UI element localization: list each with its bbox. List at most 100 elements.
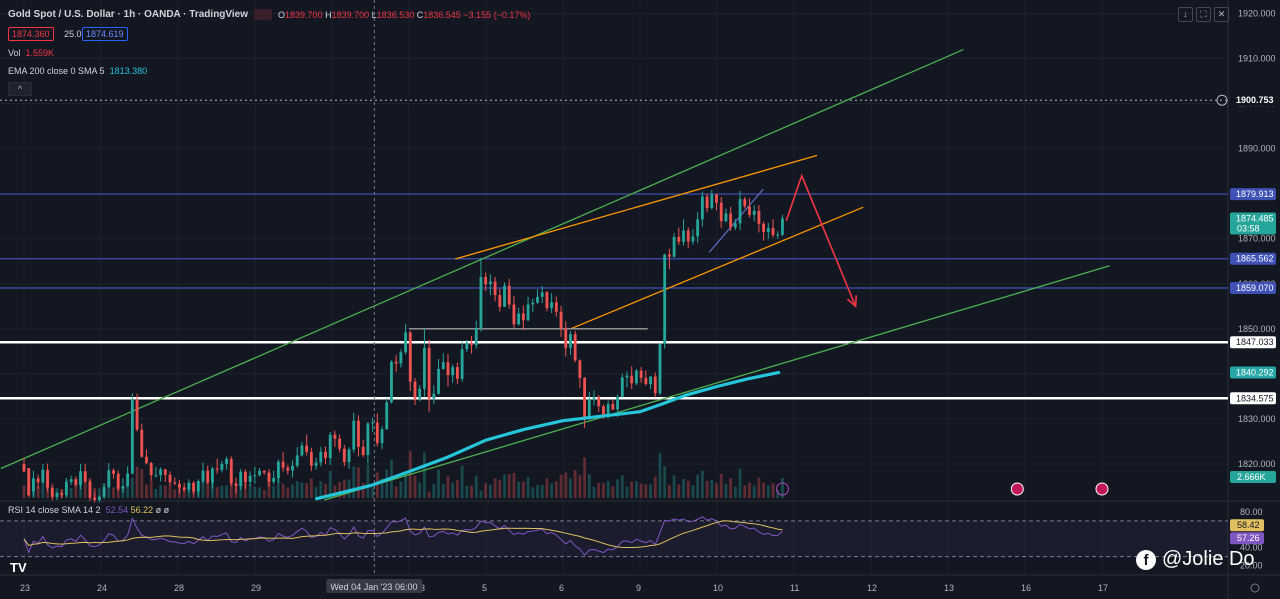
candle [357, 415, 360, 457]
candle [682, 219, 685, 246]
sell-price-button[interactable]: 1874.360 [8, 27, 54, 41]
candle-body [309, 451, 313, 466]
volume-bar [404, 473, 407, 498]
volume-bar [521, 481, 525, 498]
buy-price-button[interactable]: 1874.619 [82, 27, 128, 41]
candle [286, 464, 290, 475]
candle [32, 470, 35, 497]
volume-bar [324, 483, 327, 498]
candle [154, 467, 158, 478]
price-tick-label: 1850.000 [1238, 324, 1276, 334]
candle [267, 468, 271, 487]
volume-bar [526, 477, 530, 498]
candle-body [493, 281, 497, 296]
economic-event-icon [1010, 482, 1024, 496]
candle [178, 479, 181, 494]
watermark: f @Jolie Do [1136, 548, 1255, 571]
volume-bar [262, 489, 266, 498]
tradingview-logo[interactable]: TV [10, 560, 27, 575]
candle-body [437, 368, 440, 394]
volume-bar [112, 487, 115, 498]
candle-body [446, 362, 450, 376]
candle [36, 474, 40, 489]
price-tag-bg [1230, 281, 1276, 294]
volume-bar [729, 478, 733, 498]
ema-legend[interactable]: EMA 200 close 0 SMA 5 1813.380 [8, 66, 148, 76]
candle [239, 468, 243, 491]
candle-body [262, 470, 266, 473]
candle-body [187, 482, 191, 490]
candle [625, 371, 629, 388]
volume-bar [569, 478, 572, 498]
candle [724, 208, 728, 223]
time-tick-label: 6 [559, 583, 564, 593]
candle [540, 286, 544, 304]
volume-bar [578, 475, 582, 498]
volume-bar [625, 486, 629, 498]
volume-bar [507, 474, 511, 498]
candle-body [32, 478, 35, 492]
candle [225, 456, 228, 470]
volume-bar [653, 476, 657, 498]
candle [451, 364, 455, 383]
candle [163, 468, 167, 482]
ohlc-values: O1839.700 H1839.700 L1836.530 C1836.545 … [278, 9, 531, 20]
price-tag-countdown: 03:58 [1237, 224, 1260, 234]
candle [677, 227, 681, 246]
volume-bar [352, 466, 356, 498]
symbol-title[interactable]: Gold Spot / U.S. Dollar · 1h · OANDA · T… [8, 9, 249, 20]
collapse-legend-button[interactable]: ^ [8, 82, 32, 96]
price-tag-alert: 1900.753 [1230, 94, 1276, 107]
candle [611, 399, 615, 411]
candle-body [705, 196, 709, 209]
price-tag-text: 1874.485 [1236, 214, 1274, 224]
rsi-legend[interactable]: RSI 14 close SMA 14 2 52.54 56.22 ø ø [8, 505, 170, 515]
candle-body [634, 370, 638, 384]
candle-body [592, 397, 596, 400]
price-tag-ema: 1840.292 [1230, 366, 1276, 379]
gear-icon [1250, 583, 1260, 593]
rsi-tag-text: 57.26 [1237, 533, 1260, 543]
volume-bar [531, 487, 535, 498]
trend-line-orange-lower [570, 206, 864, 330]
candle [484, 272, 488, 291]
volume-bar [630, 481, 634, 498]
time-tick-label: 16 [1021, 583, 1031, 593]
candle [733, 218, 737, 231]
candle [291, 460, 294, 478]
candle [597, 395, 601, 412]
candle-body [234, 483, 238, 487]
candle-body [258, 470, 261, 476]
candle [634, 368, 638, 386]
candle-body [319, 451, 323, 463]
candle [587, 391, 591, 420]
candle [766, 222, 770, 239]
price-tag-bg [1230, 252, 1276, 265]
volume-bar [733, 486, 737, 498]
time-tick-label: 28 [174, 583, 184, 593]
volume-bar [710, 479, 714, 498]
price-tag-text: 1879.913 [1236, 189, 1274, 199]
volume-bar [776, 489, 780, 498]
volume-bar [225, 485, 228, 498]
candle-body [455, 367, 459, 379]
candle-body [116, 473, 120, 489]
crosshair-time-label: Wed 04 Jan '23 06:00 [326, 579, 423, 593]
candle [432, 385, 436, 404]
candle-body [451, 367, 455, 376]
download-icon[interactable]: ↓ [1178, 7, 1193, 22]
change-value: −3.155 (−0.17%) [463, 9, 531, 20]
rsi-line [23, 516, 783, 556]
rsi-tag: 58.42 [1230, 519, 1264, 532]
close-icon[interactable]: ✕ [1214, 7, 1229, 22]
price-tag-text: 1834.575 [1236, 393, 1274, 403]
candle-body [46, 469, 49, 488]
volume-bar [460, 465, 464, 498]
fullscreen-icon[interactable]: ⛶ [1196, 7, 1211, 22]
rsi-sma-line [23, 520, 783, 549]
volume-legend[interactable]: Vol 1.559K [8, 48, 55, 58]
crosshair-label-text: Wed 04 Jan '23 06:00 [330, 582, 417, 592]
candle [512, 295, 516, 329]
volume-bar [220, 485, 224, 498]
